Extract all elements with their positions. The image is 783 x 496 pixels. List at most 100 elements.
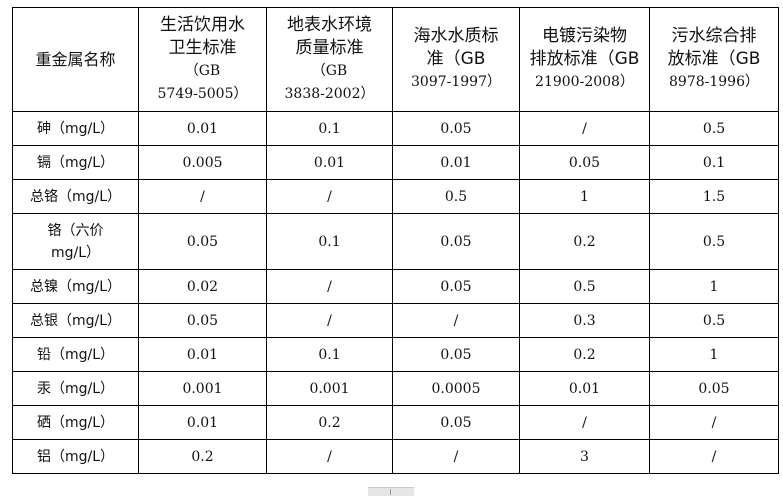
header-metal-name: 重金属名称 xyxy=(12,7,139,112)
header-line: 排放标准（GB xyxy=(529,49,640,69)
table-row: 铝（mg/L） 0.2 / / 3 / xyxy=(12,439,779,474)
metal-name-cell: 硒（mg/L） xyxy=(12,405,139,440)
header-line: 地表水环境 xyxy=(287,14,372,35)
value-cell: 0.01 xyxy=(138,111,267,146)
value-cell: 0.01 xyxy=(138,405,267,440)
value-cell: 1 xyxy=(649,337,779,372)
header-line: 放标准（GB xyxy=(667,49,761,69)
value-cell: 0.1 xyxy=(266,111,393,146)
header-line: 卫生标准 xyxy=(168,37,237,58)
value-cell: 0.05 xyxy=(392,111,520,146)
value-cell: 0.05 xyxy=(519,145,650,180)
header-line: 质量标准 xyxy=(295,37,364,58)
value-cell: / xyxy=(266,179,393,214)
header-surface-water-standard: 地表水环境 质量标准 （GB 3838-2002） xyxy=(266,7,393,112)
value-cell: / xyxy=(392,303,520,338)
value-cell: 0.2 xyxy=(266,405,393,440)
header-code-line: 3838-2002） xyxy=(284,85,375,102)
header-code-line: 3097-1997） xyxy=(411,74,501,90)
value-cell: / xyxy=(519,111,650,146)
metal-name-line: 铬（六价 xyxy=(47,222,104,239)
value-cell: 0.05 xyxy=(138,303,267,338)
metal-name-line: mg/L） xyxy=(50,244,101,261)
value-cell: 0.05 xyxy=(392,269,520,304)
metal-name-cell: 镉（mg/L） xyxy=(12,145,139,180)
value-cell: 0.01 xyxy=(266,145,393,180)
table-row: 铬（六价 mg/L） 0.05 0.1 0.05 0.2 0.5 xyxy=(12,213,779,270)
metal-name-cell: 总镍（mg/L） xyxy=(12,269,139,304)
table-row: 总银（mg/L） 0.05 / / 0.3 0.5 xyxy=(12,303,779,338)
value-cell: 0.2 xyxy=(519,337,650,372)
header-code-line: 21900-2008） xyxy=(535,74,634,90)
value-cell: 0.01 xyxy=(519,371,650,406)
header-metal-name-label: 重金属名称 xyxy=(35,50,116,69)
value-cell: / xyxy=(266,269,393,304)
value-cell: 0.01 xyxy=(392,145,520,180)
table-row: 镉（mg/L） 0.005 0.01 0.01 0.05 0.1 xyxy=(12,145,779,180)
value-cell: 1 xyxy=(649,269,779,304)
value-cell: / xyxy=(649,405,779,440)
value-cell: 0.001 xyxy=(266,371,393,406)
table-row: 硒（mg/L） 0.01 0.2 0.05 / / xyxy=(12,405,779,440)
header-line: 污水综合排 xyxy=(671,26,757,46)
header-line: 海水水质标 xyxy=(413,26,499,46)
value-cell: / xyxy=(519,405,650,440)
scrollbar-thumb[interactable] xyxy=(368,487,414,496)
table-row: 汞（mg/L） 0.001 0.001 0.0005 0.01 0.05 xyxy=(12,371,779,406)
value-cell: 1.5 xyxy=(649,179,779,214)
metal-name-cell: 汞（mg/L） xyxy=(12,371,139,406)
value-cell: / xyxy=(392,439,520,474)
value-cell: 3 xyxy=(519,439,650,474)
header-wastewater-standard: 污水综合排 放标准（GB 8978-1996） xyxy=(649,7,779,112)
value-cell: / xyxy=(649,439,779,474)
value-cell: 0.0005 xyxy=(392,371,520,406)
header-electroplating-standard: 电镀污染物 排放标准（GB 21900-2008） xyxy=(519,7,650,112)
value-cell: 0.2 xyxy=(519,213,650,270)
metal-name-cell: 铬（六价 mg/L） xyxy=(12,213,139,270)
value-cell: 0.3 xyxy=(519,303,650,338)
header-code-line: 5749-5005） xyxy=(157,85,248,102)
value-cell: / xyxy=(266,439,393,474)
metal-name-cell: 总铬（mg/L） xyxy=(12,179,139,214)
header-line: 电镀污染物 xyxy=(542,26,627,46)
metal-name-cell: 总银（mg/L） xyxy=(12,303,139,338)
header-line: 准（GB xyxy=(426,49,486,69)
value-cell: 0.5 xyxy=(392,179,520,214)
value-cell: 0.5 xyxy=(649,303,779,338)
value-cell: 0.02 xyxy=(138,269,267,304)
header-drinking-water-standard: 生活饮用水 卫生标准 （GB 5749-5005） xyxy=(138,7,267,112)
value-cell: 0.005 xyxy=(138,145,267,180)
value-cell: 0.05 xyxy=(392,337,520,372)
value-cell: 0.05 xyxy=(138,213,267,270)
heavy-metal-standards-table-container: 重金属名称 生活饮用水 卫生标准 （GB 5749-5005） 地表水环境 质量… xyxy=(12,7,779,474)
header-code-line: （GB xyxy=(184,62,221,79)
metal-name-cell: 铅（mg/L） xyxy=(12,337,139,372)
value-cell: 0.2 xyxy=(138,439,267,474)
value-cell: 0.1 xyxy=(266,337,393,372)
value-cell: 0.05 xyxy=(392,405,520,440)
table-row: 总铬（mg/L） / / 0.5 1 1.5 xyxy=(12,179,779,214)
heavy-metal-standards-table: 重金属名称 生活饮用水 卫生标准 （GB 5749-5005） 地表水环境 质量… xyxy=(12,7,779,474)
value-cell: 0.5 xyxy=(649,213,779,270)
header-seawater-standard: 海水水质标 准（GB 3097-1997） xyxy=(392,7,520,112)
table-row: 总镍（mg/L） 0.02 / 0.05 0.5 1 xyxy=(12,269,779,304)
value-cell: 0.01 xyxy=(138,337,267,372)
header-code-line: 8978-1996） xyxy=(669,74,759,90)
metal-name-cell: 砷（mg/L） xyxy=(12,111,139,146)
header-code-line: （GB xyxy=(311,62,348,79)
header-line: 生活饮用水 xyxy=(160,14,245,35)
metal-name-cell: 铝（mg/L） xyxy=(12,439,139,474)
table-row: 铅（mg/L） 0.01 0.1 0.05 0.2 1 xyxy=(12,337,779,372)
table-row: 砷（mg/L） 0.01 0.1 0.05 / 0.5 xyxy=(12,111,779,146)
value-cell: 0.5 xyxy=(649,111,779,146)
value-cell: 0.1 xyxy=(266,213,393,270)
value-cell: 0.05 xyxy=(392,213,520,270)
value-cell: / xyxy=(266,303,393,338)
value-cell: 0.1 xyxy=(649,145,779,180)
value-cell: 0.05 xyxy=(649,371,779,406)
table-header-row: 重金属名称 生活饮用水 卫生标准 （GB 5749-5005） 地表水环境 质量… xyxy=(12,7,779,112)
value-cell: 0.5 xyxy=(519,269,650,304)
value-cell: 1 xyxy=(519,179,650,214)
value-cell: 0.001 xyxy=(138,371,267,406)
value-cell: / xyxy=(138,179,267,214)
